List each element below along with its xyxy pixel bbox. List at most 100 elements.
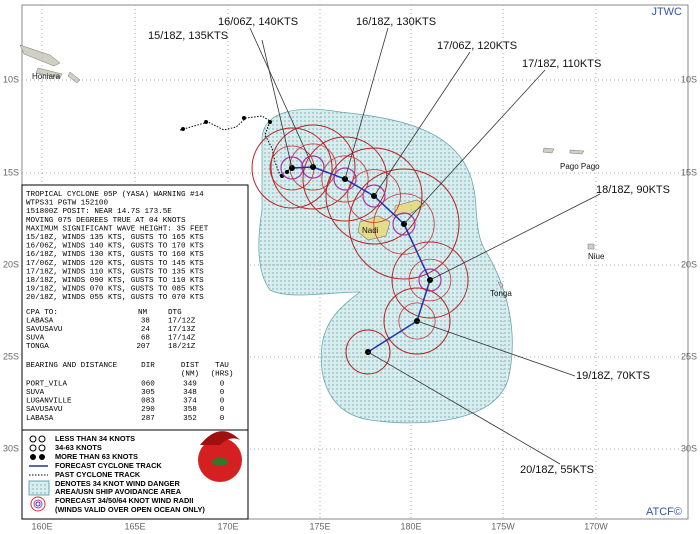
past-fix (181, 127, 185, 131)
warning-line: 20/18Z, WINDS 055 KTS, GUSTS TO 070 KTS (26, 294, 204, 302)
bearing-header: BEARING AND DISTANCE (26, 362, 118, 370)
lon-label: 175W (491, 521, 515, 531)
place-name: Niue (588, 252, 605, 261)
cpa-cell: 68 (141, 335, 151, 343)
leader-line (367, 351, 561, 465)
lat-label: 15S (3, 167, 19, 177)
forecast-label: 19/18Z, 70KTS (576, 370, 650, 382)
cpa-header: DTG (168, 309, 182, 317)
lat-label: 15S (681, 167, 697, 177)
bearing-subheader: (HRS) (211, 370, 234, 378)
wind-radius-64 (333, 167, 357, 191)
wind-radius-34 (345, 329, 391, 375)
lat-label: 25S (3, 351, 19, 361)
bearing-cell: 290 (141, 406, 155, 414)
warning-line: 151800Z POSIT: NEAR 14.7S 173.5E (26, 208, 172, 216)
place-name: Nadi (362, 226, 379, 235)
wind-radius-50 (373, 193, 435, 255)
cyclone-track (179, 115, 469, 375)
place-name: Honiara (32, 72, 61, 81)
cpa-cell: 17/13Z (168, 326, 196, 334)
warning-line: 16/06Z, WINDS 140 KTS, GUSTS TO 170 KTS (26, 243, 204, 251)
warning-line: 15/18Z, WINDS 135 KTS, GUSTS TO 165 KTS (26, 234, 204, 242)
cpa-cell: 24 (141, 326, 151, 334)
bearing-cell: 348 (183, 389, 197, 397)
bearing-cell: 305 (141, 389, 155, 397)
lon-label: 165E (124, 521, 145, 531)
bearing-header: DIST (181, 362, 200, 370)
bearing-cell: LUGANVILLE (26, 398, 72, 406)
leader-line (261, 39, 293, 169)
lat-label: 30S (681, 443, 697, 453)
forecast-label: 16/06Z, 140KTS (218, 16, 298, 28)
bearing-header: DIR (141, 362, 155, 370)
cpa-cell: 18/21Z (168, 343, 196, 351)
past-track (179, 115, 293, 176)
bearing-cell: 287 (141, 415, 155, 423)
bearing-cell: 060 (141, 380, 155, 388)
lat-label: 30S (3, 443, 19, 453)
warning-line: 17/06Z, WINDS 120 KTS, GUSTS TO 145 KTS (26, 260, 204, 268)
forecast-label: 18/18Z, 90KTS (596, 184, 670, 196)
wind-radius-50 (408, 258, 452, 302)
warning-line: 17/18Z, WINDS 110 KTS, GUSTS TO 135 KTS (26, 268, 204, 276)
leader-line (429, 193, 601, 281)
lat-label: 10S (3, 74, 19, 84)
bearing-header: TAU (215, 362, 229, 370)
legend-entry: MORE THAN 63 KNOTS (55, 452, 138, 461)
wind-radius-50 (321, 155, 369, 203)
wind-radius-34 (348, 168, 460, 280)
bearing-cell: SUVA (26, 389, 45, 397)
cpa-header: NM (138, 309, 148, 317)
wind-radius-64 (392, 212, 416, 236)
leader-line (249, 27, 314, 168)
legend-entry: FORECAST CYCLONE TRACK (55, 461, 162, 470)
wind-radius-34 (302, 136, 388, 222)
bearing-cell: PORT_VILA (26, 380, 67, 388)
forecast-label: 15/18Z, 135KTS (148, 30, 228, 42)
wind-radius-34 (383, 287, 451, 355)
cpa-cell: 38 (141, 317, 151, 325)
credit: ATCF© (646, 506, 682, 518)
warning-line: 19/18Z, WINDS 070 KTS, GUSTS TO 085 KTS (26, 286, 204, 294)
cpa-header: CPA TO: (26, 309, 58, 317)
lon-label: 175E (309, 521, 330, 531)
bearing-cell: 0 (220, 415, 225, 423)
agency: JTWC (651, 6, 682, 18)
legend-icons (28, 431, 242, 512)
lon-label: 170W (584, 521, 608, 531)
cpa-cell: SAVUSAVU (26, 326, 63, 334)
wind-radius-34 (251, 127, 333, 209)
bearing-cell: 349 (183, 380, 197, 388)
cpa-cell: 17/14Z (168, 335, 196, 343)
place-name: Pago Pago (560, 162, 600, 171)
bearing-cell: 358 (183, 406, 197, 414)
leader-line (344, 27, 389, 180)
bearing-cell: 083 (141, 398, 155, 406)
leader-line (373, 51, 471, 197)
warning-line: MOVING 075 DEGREES TRUE AT 04 KNOTS (26, 217, 186, 225)
warning-line: 18/18Z, WINDS 090 KTS, GUSTS TO 110 KTS (26, 277, 204, 285)
wind-radius-64 (362, 184, 386, 208)
bearing-cell: 0 (220, 406, 225, 414)
lat-label: 20S (681, 259, 697, 269)
forecast-label: 20/18Z, 55KTS (520, 464, 594, 476)
bearing-cell: 0 (220, 398, 225, 406)
legend-entry: FORECAST 34/50/64 KNOT WIND RADII (55, 496, 193, 505)
cpa-cell: SUVA (26, 335, 45, 343)
warning-line: 16/18Z, WINDS 130 KTS, GUSTS TO 160 KTS (26, 251, 204, 259)
legend-entry: PAST CYCLONE TRACK (55, 470, 141, 479)
warning-line: TROPICAL CYCLONE 05P (YASA) WARNING #14 (26, 191, 204, 199)
bearing-cell: 0 (220, 389, 225, 397)
wind-radius-50 (398, 302, 436, 340)
past-fix (268, 120, 272, 124)
cpa-cell: 207 (136, 343, 150, 351)
wind-radius-34 (391, 241, 469, 319)
bearing-cell: SAVUSAVU (26, 406, 63, 414)
past-fix (242, 116, 246, 120)
forecast-track (291, 166, 431, 353)
wind-radius-34 (270, 124, 356, 210)
cpa-cell: LABASA (26, 317, 54, 325)
legend-entry: AREA/USN SHIP AVOIDANCE AREA (55, 487, 182, 496)
